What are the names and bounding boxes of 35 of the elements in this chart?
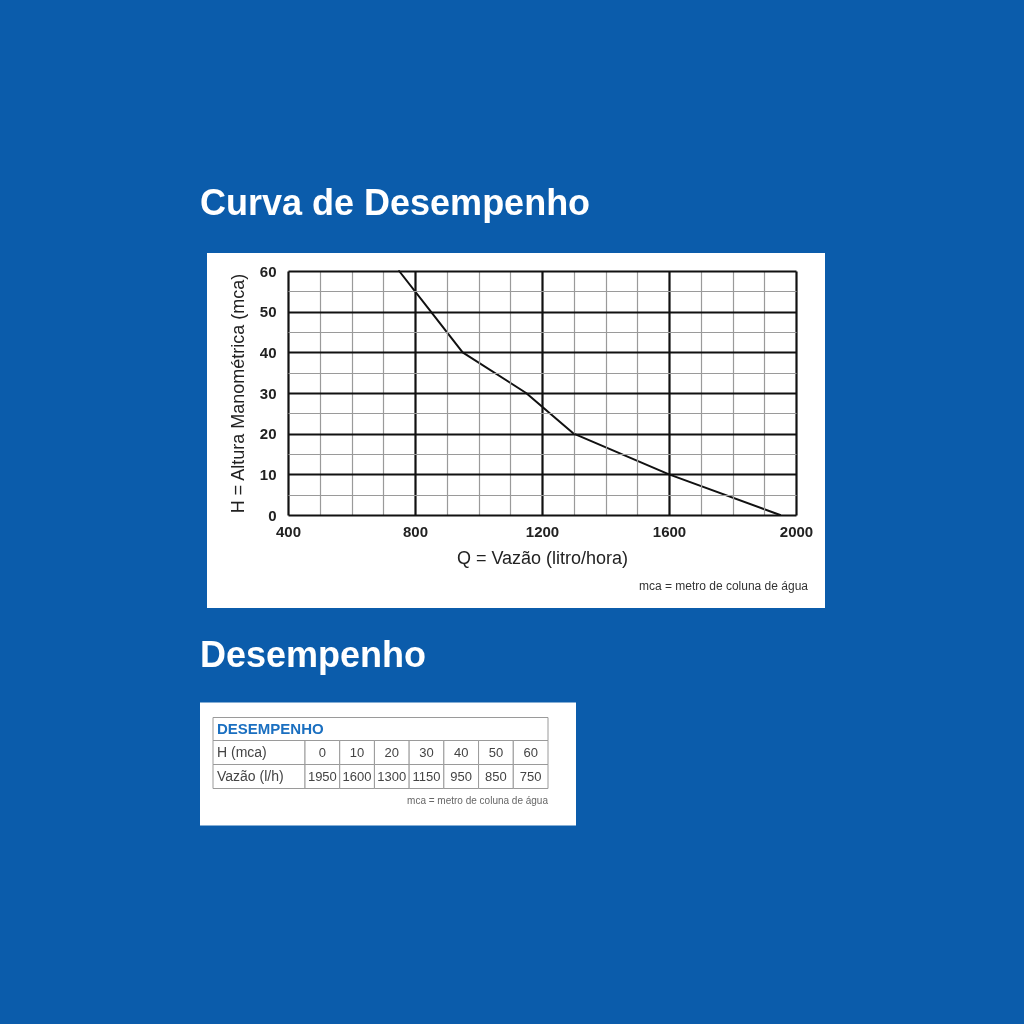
x-tick-label: 1200 [525,522,560,540]
data-label: 1150 [412,768,441,784]
y-tick-label: H (mca) [217,743,267,760]
y-tick-label: 40 [259,343,277,361]
chart-subtitle: DESEMPENHO [217,720,325,737]
chart-title: Curva de Desempenho [200,182,591,223]
y-tick-label: 50 [259,303,277,321]
data-label: 750 [519,768,542,784]
x-tick-label: 800 [402,522,429,540]
x-tick-label: 2000 [779,522,814,540]
data-label: 60 [523,744,538,760]
x-tick-label: 400 [275,522,302,540]
data-label: 10 [349,744,365,760]
data-label: 1600 [342,768,372,784]
x-tick-label: 1600 [652,522,687,540]
y-tick-label: 30 [259,384,277,402]
x-axis-title: Q = Vazão (litro/hora) [456,547,629,568]
data-label: 20 [384,744,400,760]
text: mca = metro de coluna de água [407,794,549,806]
data-label: 50 [488,744,504,760]
data-label: 950 [450,768,473,784]
data-label: 1950 [307,768,337,784]
chart-title: Desempenho [200,633,427,675]
data-label: 850 [485,768,507,784]
data-label: 0 [318,744,326,760]
text: mca = metro de coluna de água [638,579,809,593]
data-label: 30 [419,744,434,760]
y-tick-label: 20 [259,425,277,443]
y-tick-label: Vazão (l/h) [217,767,284,784]
y-axis-title: H = Altura Manométrica (mca) [227,273,248,514]
data-label: 1300 [377,768,407,784]
y-tick-label: 60 [259,262,277,280]
y-tick-label: 10 [259,465,277,483]
data-label: 40 [453,744,469,760]
y-tick-label: 0 [268,506,277,524]
